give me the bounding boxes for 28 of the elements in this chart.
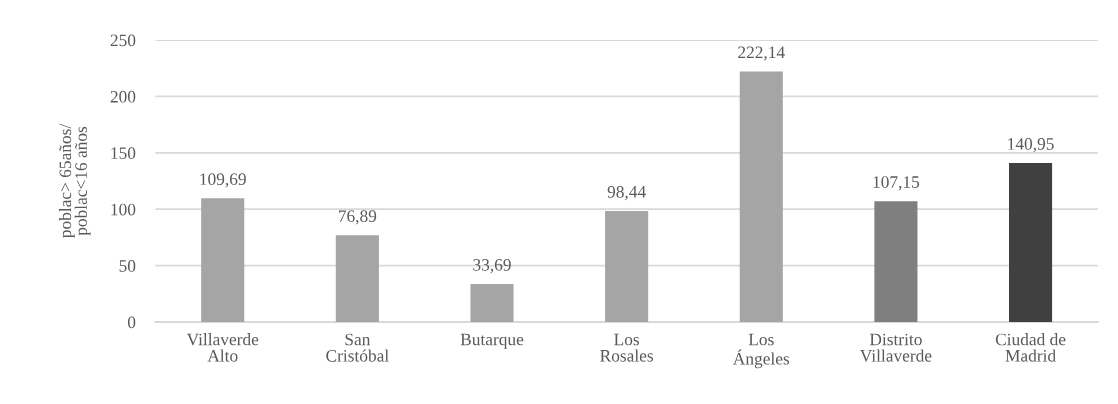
- data-label: 109,69: [200, 173, 246, 188]
- data-label: 98,44: [607, 185, 646, 201]
- y-tick-label: 50: [119, 260, 136, 272]
- bar: [470, 283, 514, 322]
- y-axis-title: poblac> 65años/ poblac<16 años: [58, 123, 91, 238]
- bar: [874, 201, 918, 322]
- bar: [201, 198, 245, 322]
- bar: [605, 210, 649, 322]
- y-tick-label: 200: [110, 90, 136, 103]
- x-tick-label: Distrito Villaverde: [860, 333, 932, 362]
- data-label: 107,15: [873, 176, 920, 191]
- y-tick-label: 0: [127, 316, 136, 329]
- x-tick-label: Los Ángeles: [733, 333, 790, 369]
- x-tick-label: Ciudad de Madrid: [995, 333, 1066, 362]
- x-tick-label: Villaverde Alto: [186, 333, 259, 362]
- y-tick-label: 250: [110, 34, 136, 47]
- data-label: 222,14: [738, 46, 785, 61]
- bar: [1009, 163, 1053, 322]
- x-tick-label: San Cristóbal: [326, 333, 389, 362]
- data-label: 76,89: [338, 210, 377, 225]
- data-label: 33,69: [473, 259, 511, 274]
- x-tick-label: Los Rosales: [600, 333, 654, 362]
- x-tick-label: Butarque: [460, 333, 524, 349]
- bar: [739, 71, 783, 322]
- y-tick-label: 150: [111, 147, 136, 159]
- y-tick-label: 100: [111, 203, 136, 216]
- bar: [335, 235, 379, 322]
- data-label: 140,95: [1008, 138, 1054, 153]
